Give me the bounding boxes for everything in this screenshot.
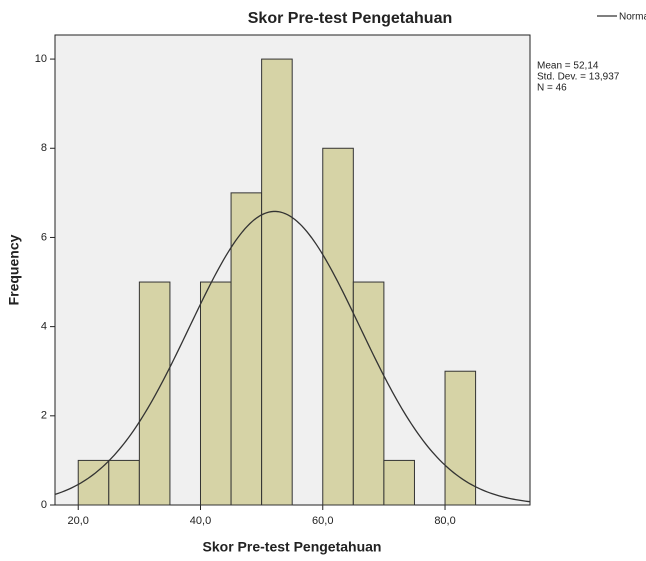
x-tick-label: 40,0 <box>190 515 211 527</box>
stat-label: Mean = 52,14 <box>537 61 599 72</box>
legend-label: Normal <box>619 12 646 23</box>
stat-label: N = 46 <box>537 83 567 94</box>
bar <box>444 370 477 506</box>
x-tick-label: 60,0 <box>312 515 333 527</box>
bar <box>230 192 263 506</box>
x-tick-label: 80,0 <box>434 515 455 527</box>
y-axis-label: Frequency <box>6 234 22 305</box>
normal-curve <box>55 210 530 503</box>
x-tick-label: 20,0 <box>68 515 89 527</box>
y-tick-label: 6 <box>41 231 47 243</box>
y-tick-label: 2 <box>41 410 47 422</box>
y-tick-label: 8 <box>41 142 47 154</box>
bar <box>108 459 140 506</box>
y-tick-label: 4 <box>41 321 47 333</box>
y-tick-label: 10 <box>35 53 47 65</box>
y-tick-label: 0 <box>41 499 47 511</box>
bar <box>383 459 415 506</box>
x-axis-label: Skor Pre-test Pengetahuan <box>203 539 382 555</box>
bar <box>199 281 232 506</box>
stat-label: Std. Dev. = 13,937 <box>537 72 620 83</box>
chart-title: Skor Pre-test Pengetahuan <box>248 10 453 27</box>
bar <box>322 147 354 506</box>
bar <box>261 58 293 506</box>
bar <box>352 281 385 506</box>
bar <box>138 281 171 506</box>
bar <box>77 459 110 506</box>
